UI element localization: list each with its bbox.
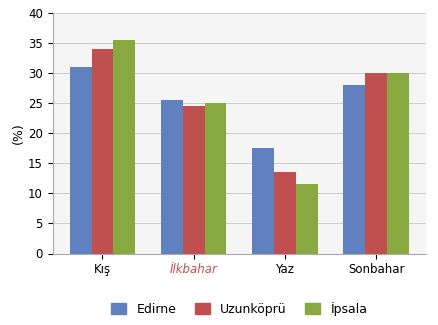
Bar [91,49,113,254]
Bar [295,184,317,254]
Bar [113,40,135,254]
Legend: Edirne, Uzunköprü, İpsala: Edirne, Uzunköprü, İpsala [107,298,370,320]
Bar [204,103,226,254]
Bar [182,106,204,254]
Bar [251,148,273,254]
Bar [273,172,295,254]
Y-axis label: (%): (%) [12,123,25,144]
Bar [160,100,182,254]
Bar [343,85,364,254]
Bar [70,67,91,254]
Bar [386,73,408,254]
Bar [364,73,386,254]
